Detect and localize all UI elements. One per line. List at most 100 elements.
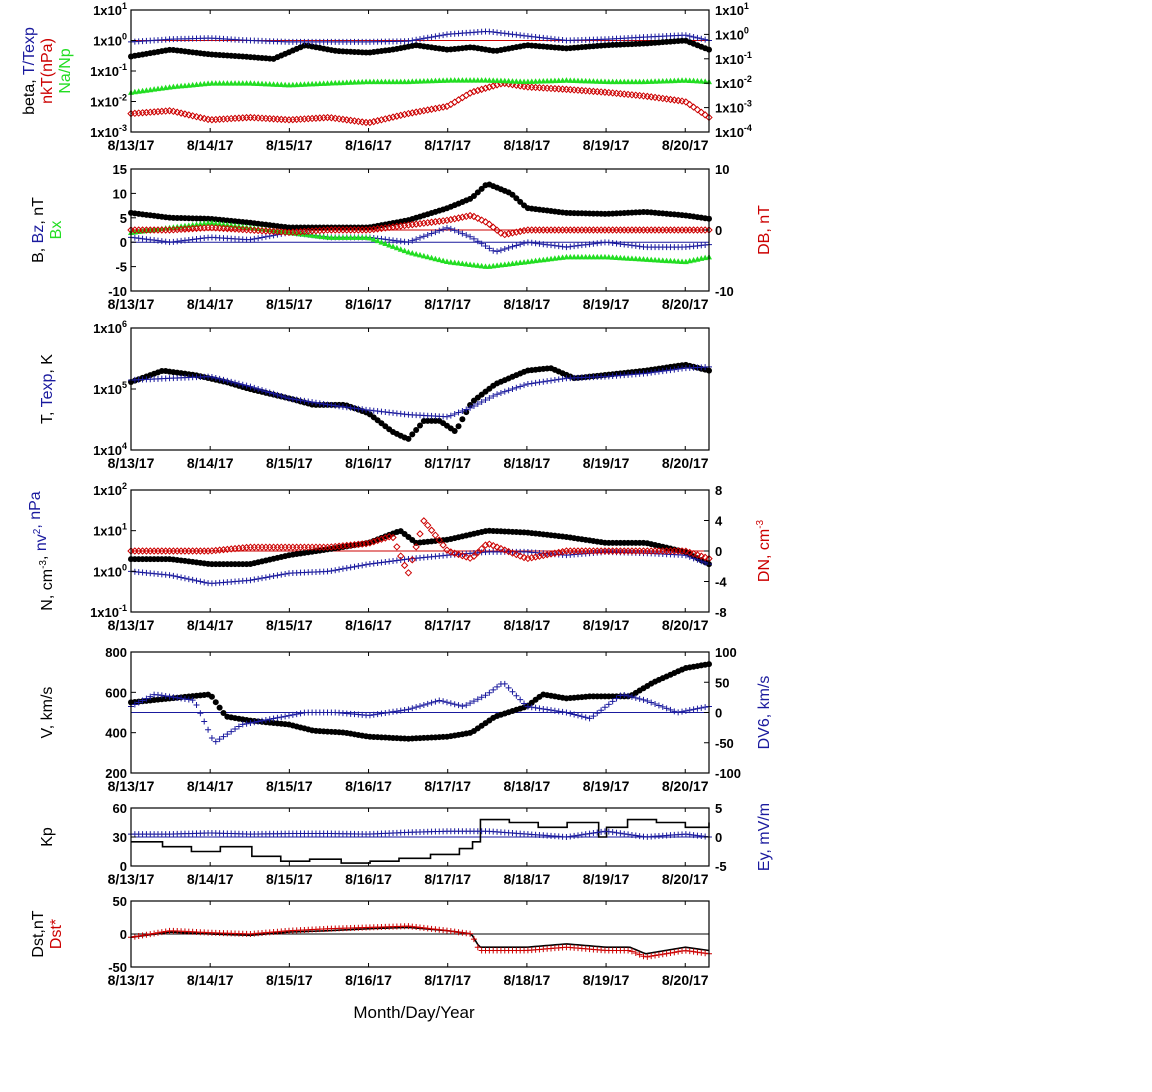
y-tick-label: 5 — [120, 211, 127, 226]
data-point — [212, 374, 219, 381]
data-point — [586, 830, 593, 837]
data-point — [413, 250, 420, 257]
x-tick-label: 8/13/17 — [108, 617, 155, 633]
data-point — [189, 697, 196, 704]
data-point — [682, 547, 690, 555]
data-point — [224, 221, 231, 228]
data-point — [235, 723, 242, 730]
data-point — [605, 828, 612, 835]
data-point — [370, 711, 377, 718]
data-point — [382, 78, 389, 85]
data-point — [463, 232, 470, 239]
data-point — [232, 379, 239, 386]
x-tick-label: 8/13/17 — [108, 972, 155, 988]
data-point — [528, 380, 535, 387]
data-point — [212, 738, 219, 745]
y-tick-label: 0 — [120, 859, 127, 874]
data-point — [621, 830, 628, 837]
data-point — [436, 77, 443, 83]
x-tick-label: 8/16/17 — [345, 455, 392, 471]
data-point — [424, 231, 431, 238]
data-point — [443, 413, 450, 420]
data-point — [509, 78, 516, 84]
data-point — [582, 714, 589, 721]
data-point — [474, 214, 482, 222]
x-tick-label: 8/18/17 — [504, 778, 551, 794]
x-tick-label: 8/15/17 — [266, 455, 313, 471]
data-point — [667, 949, 674, 956]
y-tick-label: -50 — [108, 960, 127, 975]
data-point — [470, 87, 478, 96]
data-point — [517, 383, 524, 390]
data-point — [440, 698, 447, 705]
data-point — [278, 81, 285, 88]
x-tick-label: 8/17/17 — [424, 972, 471, 988]
data-point — [439, 541, 447, 549]
x-tick-label: 8/19/17 — [583, 972, 630, 988]
data-point — [501, 680, 508, 687]
data-point — [435, 104, 443, 112]
data-point — [397, 552, 405, 560]
data-point — [470, 936, 477, 943]
data-point — [370, 78, 377, 85]
data-point — [386, 78, 393, 85]
data-point — [440, 32, 447, 39]
data-point — [543, 551, 551, 559]
data-point — [563, 833, 570, 840]
y-axis-label-line: N, cm-3, nv2, nPa — [27, 491, 56, 611]
data-point — [328, 567, 335, 574]
data-point — [174, 694, 181, 701]
y2-axis-label-line: DB, nT — [756, 205, 773, 255]
data-point — [671, 258, 678, 264]
data-point — [644, 953, 651, 960]
series-black — [128, 37, 712, 62]
data-point — [686, 948, 693, 955]
data-point — [266, 81, 273, 87]
y-tick-label: 15 — [113, 162, 127, 177]
y2-axis-label-line: DN, cm-3 — [755, 519, 773, 582]
series-line — [131, 818, 710, 864]
series-red — [127, 517, 713, 577]
y-tick-label: -10 — [108, 284, 127, 299]
series-red — [127, 211, 713, 239]
data-point — [682, 98, 690, 106]
data-point — [274, 714, 281, 721]
data-point — [478, 77, 485, 83]
data-point — [262, 574, 269, 581]
data-point — [539, 551, 548, 560]
data-point — [632, 255, 639, 262]
data-point — [309, 80, 316, 87]
data-point — [274, 572, 281, 579]
y2-tick-label: 0 — [715, 706, 722, 721]
x-tick-label: 8/13/17 — [108, 455, 155, 471]
y-tick-label: 1x101 — [93, 522, 127, 539]
data-point — [447, 412, 454, 419]
data-point — [131, 701, 138, 708]
data-point — [686, 100, 694, 109]
data-point — [528, 78, 535, 84]
data-point — [590, 830, 597, 837]
data-point — [266, 389, 273, 396]
series-blue — [128, 224, 712, 255]
data-point — [563, 709, 570, 716]
data-point — [567, 710, 574, 717]
data-point — [170, 694, 177, 701]
data-point — [551, 549, 559, 557]
data-point — [351, 234, 358, 240]
data-point — [594, 253, 601, 260]
data-point — [162, 693, 169, 700]
data-point — [613, 78, 620, 85]
data-point — [698, 78, 705, 84]
x-tick-label: 8/15/17 — [266, 296, 313, 312]
y2-tick-label: -50 — [715, 736, 734, 751]
data-point — [470, 261, 477, 268]
data-point — [259, 234, 266, 241]
data-point — [312, 80, 319, 87]
data-point — [270, 715, 277, 722]
data-point — [404, 569, 413, 577]
data-point — [521, 700, 528, 707]
data-point — [470, 698, 477, 705]
data-point — [420, 78, 427, 84]
data-point — [505, 684, 512, 691]
data-point — [659, 77, 666, 84]
